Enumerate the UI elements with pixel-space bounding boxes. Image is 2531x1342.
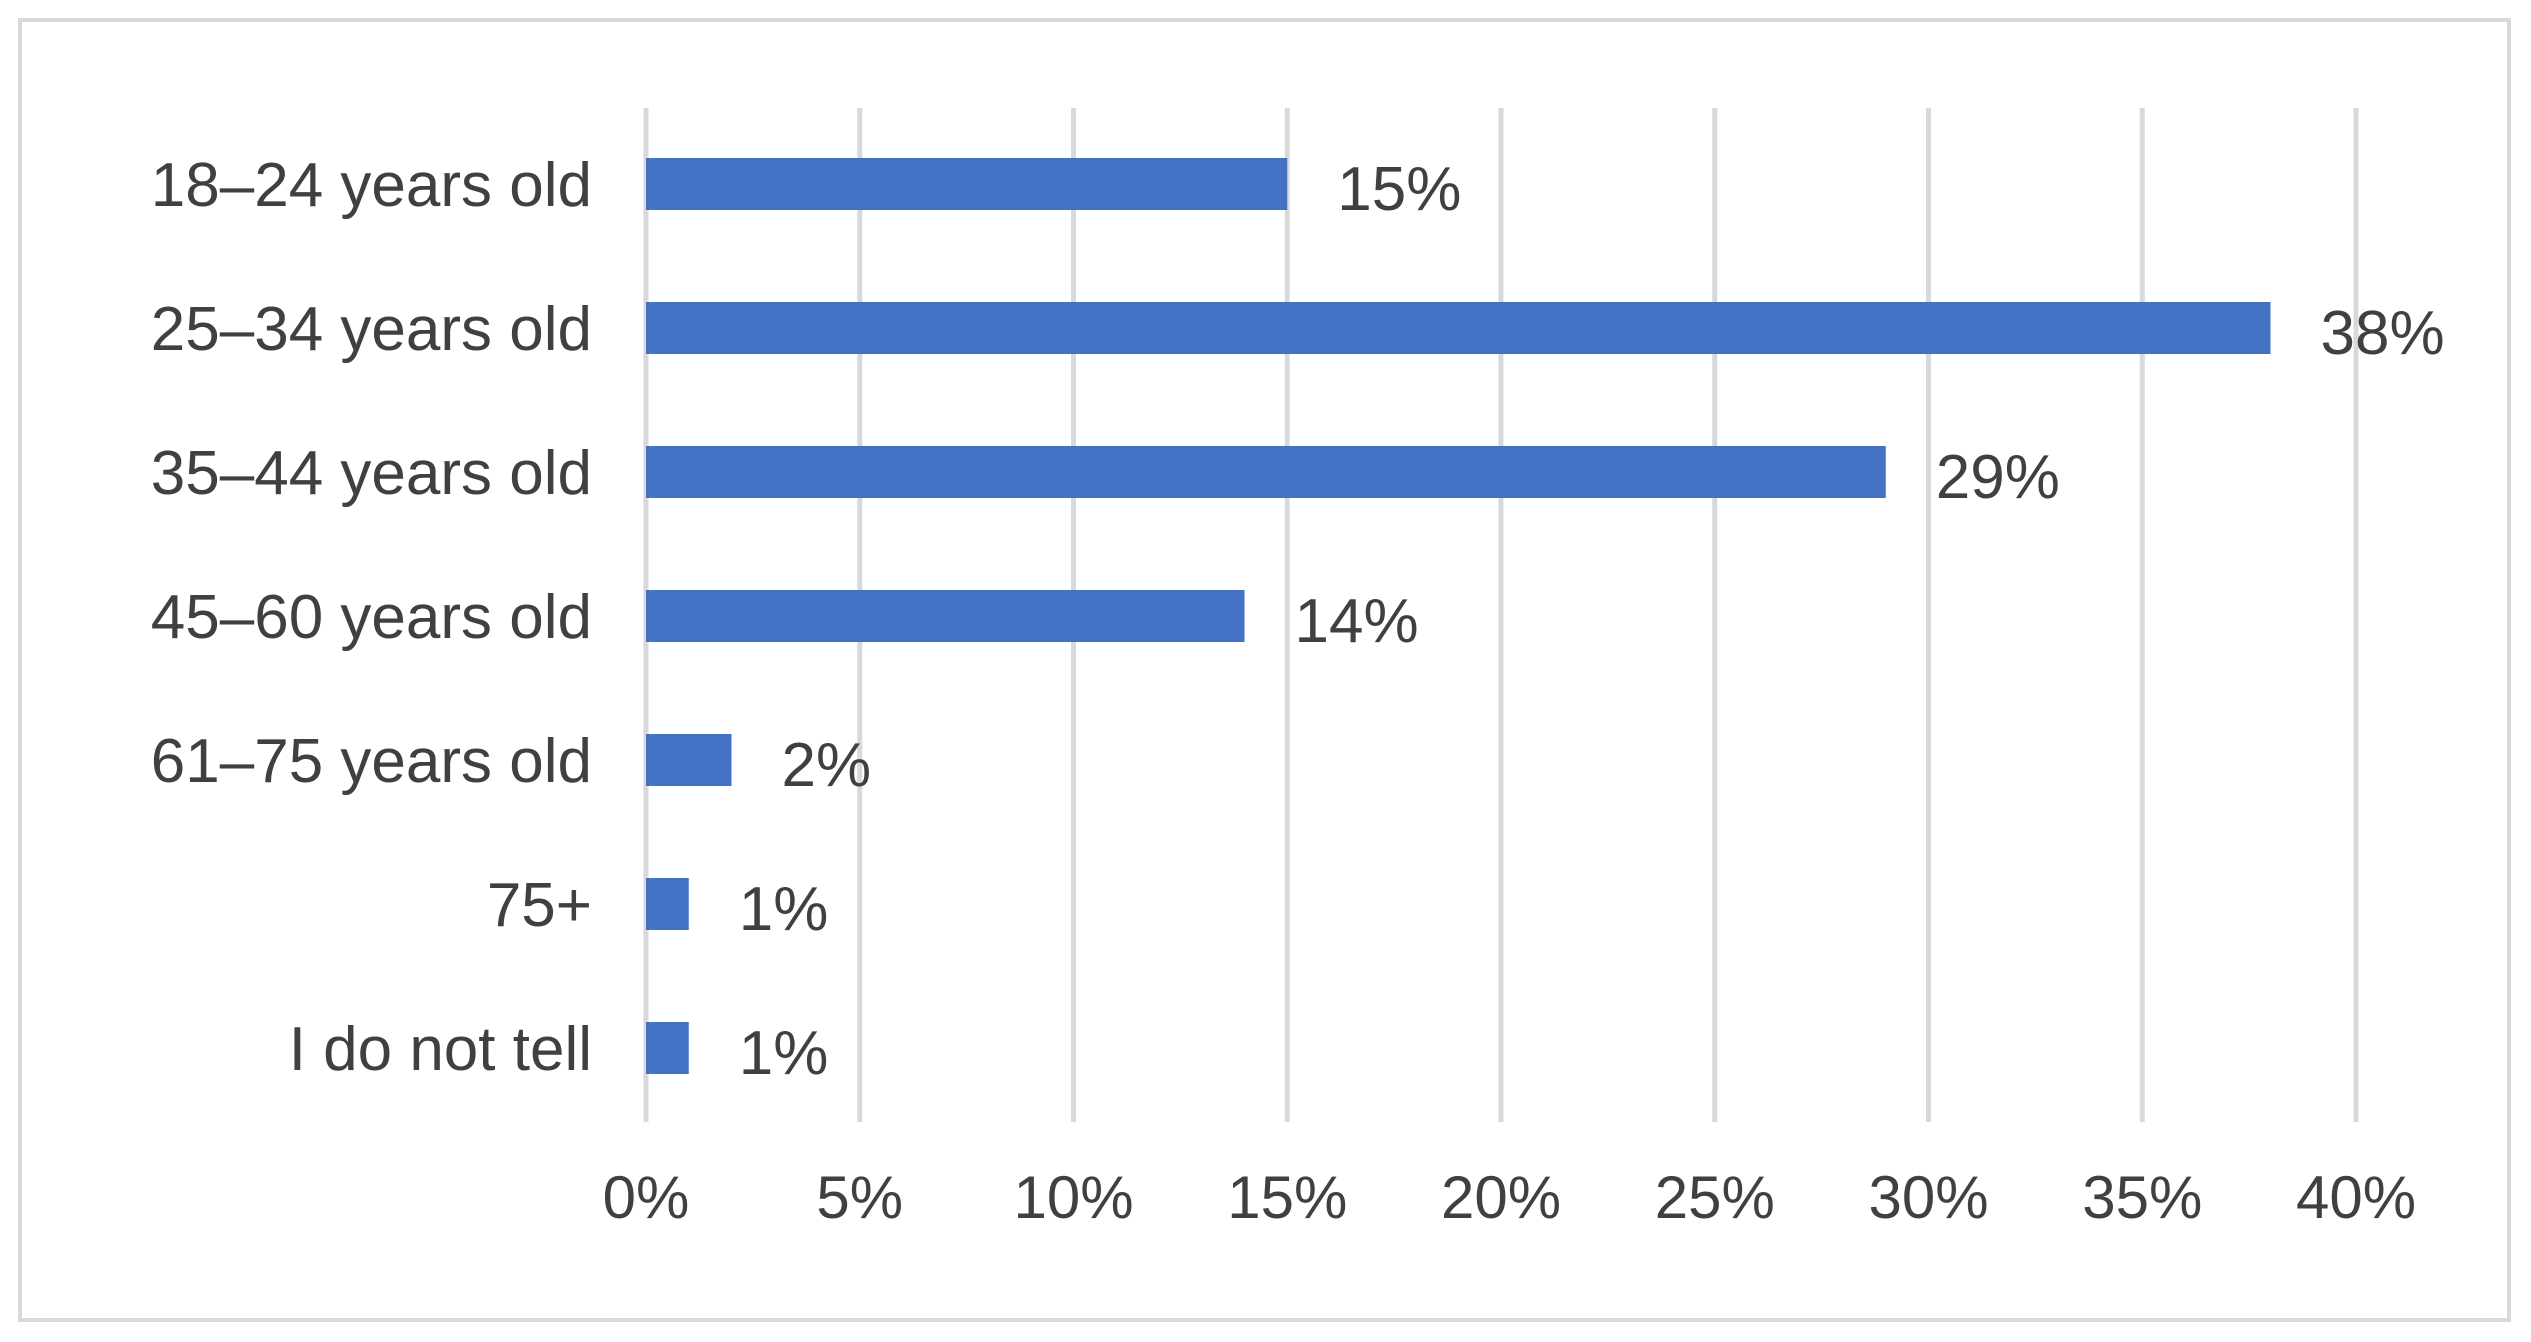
bar: [646, 878, 689, 930]
category-label: 45–60 years old: [151, 583, 592, 652]
bar: [646, 590, 1245, 642]
x-tick-label: 5%: [816, 1164, 903, 1231]
data-label: 38%: [2321, 299, 2445, 368]
x-tick-label: 40%: [2296, 1164, 2416, 1231]
labels: 0% 5% 10% 15% 20% 25% 30% 35% 40% 18–24 years old…: [151, 151, 2445, 1231]
category-label: 75+: [487, 871, 592, 940]
x-tick-label: 25%: [1655, 1164, 1775, 1231]
gridlines: [643, 108, 2359, 1122]
data-label: 29%: [1936, 443, 2060, 512]
category-label: 35–44 years old: [151, 439, 592, 508]
category-label: 25–34 years old: [151, 295, 592, 364]
x-tick-label: 20%: [1441, 1164, 1561, 1231]
x-tick-label: 30%: [1868, 1164, 1988, 1231]
data-label: 14%: [1295, 587, 1419, 656]
bar: [646, 734, 732, 786]
bar: [646, 158, 1288, 210]
bar: [646, 1022, 689, 1074]
data-label: 15%: [1337, 155, 1461, 224]
bar: [646, 302, 2271, 354]
x-tick-label: 0%: [603, 1164, 690, 1231]
data-label: 1%: [739, 875, 829, 944]
category-label: 61–75 years old: [151, 727, 592, 796]
bar: [646, 446, 1886, 498]
data-label: 2%: [782, 731, 872, 800]
x-tick-label: 10%: [1013, 1164, 1133, 1231]
category-label: I do not tell: [289, 1015, 592, 1084]
x-tick-label: 35%: [2082, 1164, 2202, 1231]
category-label: 18–24 years old: [151, 151, 592, 220]
data-label: 1%: [739, 1019, 829, 1088]
x-tick-label: 15%: [1227, 1164, 1347, 1231]
chart-frame: [18, 18, 2511, 1322]
bars: [646, 158, 2271, 1074]
